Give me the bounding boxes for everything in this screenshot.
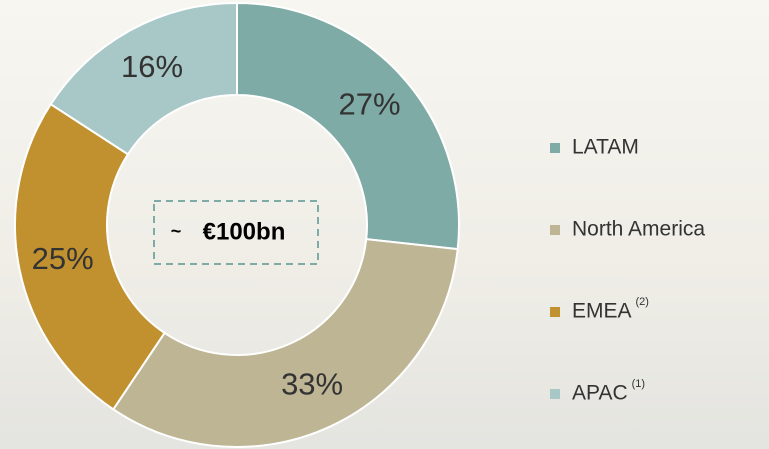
legend-label: APAC <box>572 382 628 405</box>
legend-superscript: (1) <box>632 378 645 390</box>
legend-label: North America <box>572 218 705 241</box>
legend-label: EMEA <box>572 300 632 323</box>
legend-swatch <box>550 307 560 317</box>
slice-label: 16% <box>121 49 183 84</box>
legend-label: LATAM <box>572 136 639 159</box>
slice-label: 33% <box>281 367 343 402</box>
page: ~ €100bn 27% LATAM 33% North America 25% EMEA… <box>0 0 769 449</box>
slice-label: 25% <box>32 241 94 276</box>
center-label: €100bn <box>203 218 286 245</box>
slice-label: 27% <box>339 86 401 121</box>
legend-swatch <box>550 225 560 235</box>
legend-swatch <box>550 143 560 153</box>
legend-superscript: (2) <box>636 296 649 308</box>
center-prefix: ~ <box>171 221 182 241</box>
chart: ~ €100bn 27% LATAM 33% North America 25% EMEA… <box>0 0 769 449</box>
legend-swatch <box>550 389 560 399</box>
